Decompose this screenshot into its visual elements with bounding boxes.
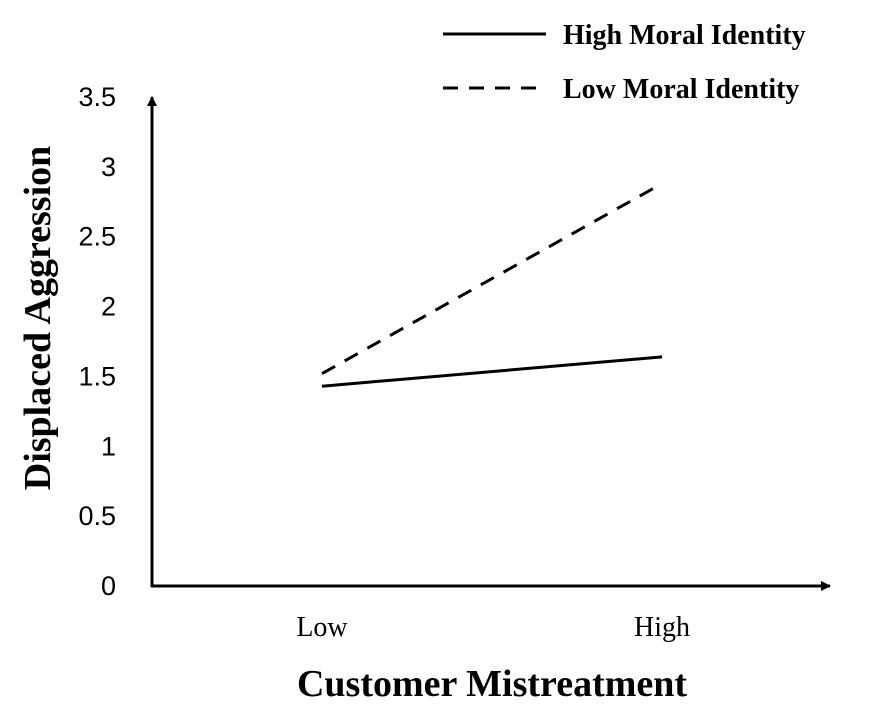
legend-label: Low Moral Identity bbox=[563, 74, 799, 105]
y-tick-label: 2 bbox=[101, 292, 116, 322]
y-axis: 0 0.5 1 1.5 2 2.5 3 3.5 bbox=[78, 82, 157, 601]
x-category-label: Low bbox=[296, 612, 348, 643]
y-tick-label: 2.5 bbox=[78, 222, 116, 252]
legend: High Moral Identity Low Moral Identity bbox=[443, 20, 806, 105]
x-axis: Low High bbox=[151, 581, 831, 643]
y-tick-label: 3 bbox=[101, 152, 116, 182]
y-tick-label: 1.5 bbox=[78, 361, 116, 391]
series-line-high-moral-identity bbox=[321, 355, 663, 388]
x-axis-title: Customer Mistreatment bbox=[297, 663, 687, 705]
y-axis-title: Displaced Aggression bbox=[17, 146, 59, 491]
legend-label: High Moral Identity bbox=[563, 20, 806, 51]
y-tick-label: 0.5 bbox=[78, 501, 116, 531]
y-tick-label: 3.5 bbox=[78, 82, 116, 112]
y-tick-label: 0 bbox=[101, 571, 116, 601]
series-lines bbox=[321, 182, 663, 388]
x-category-label: High bbox=[634, 612, 690, 643]
y-tick-label: 1 bbox=[101, 431, 116, 461]
series-line-low-moral-identity bbox=[321, 182, 663, 375]
